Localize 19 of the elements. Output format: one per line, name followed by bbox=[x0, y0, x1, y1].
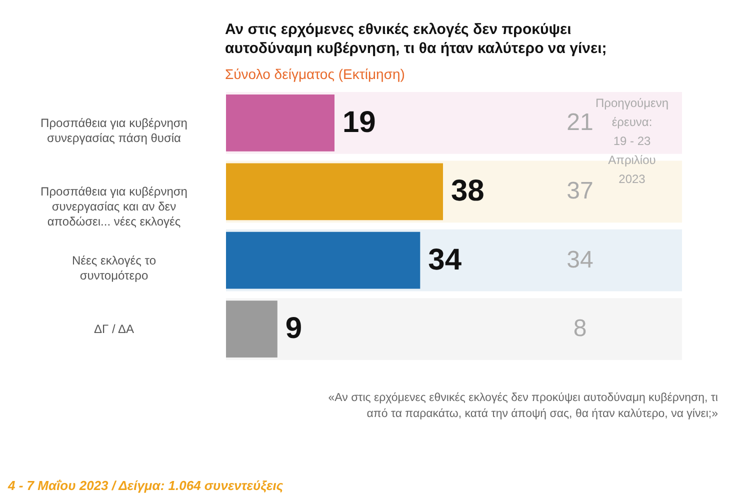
chart-title: Αν στις ερχόμενες εθνικές εκλογές δεν προκύψει αυτοδύναμη κυβέρνηση, τι θα ήταν καλύτερο να γίνει; bbox=[225, 21, 607, 57]
y-tick-label: Νέες εκλογές το συντομότερο bbox=[72, 253, 156, 282]
data-label: 19 bbox=[342, 106, 376, 139]
data-label: 38 bbox=[451, 174, 484, 208]
text: «Αν στις ερχόμενες εθνικές εκλογές δεν προκύψει αυτοδύναμη κυβέρνηση, τι από τα παρακάτω, κατά την άποψή σας, θα ήταν καλύτερο, να γίνει;» bbox=[328, 392, 718, 420]
text: 34 bbox=[566, 246, 594, 274]
text: 37 bbox=[566, 178, 594, 205]
chart-subtitle: Σύνολο δείγματος (Εκτίμηση) bbox=[225, 66, 405, 82]
text: 8 bbox=[573, 315, 587, 342]
bar bbox=[226, 300, 278, 358]
y-tick-label: ΔΓ / ΔΑ bbox=[94, 322, 134, 336]
y-tick-label: Προσπάθεια για κυβέρνηση συνεργασίας πάση θυσία bbox=[40, 116, 188, 145]
bar bbox=[226, 94, 334, 152]
text: 21 bbox=[566, 108, 594, 136]
text: 4 - 7 Μαΐου 2023 / Δείγμα: 1.064 συνεντεύξεις bbox=[7, 478, 284, 493]
y-tick-label: Προσπάθεια για κυβέρνηση συνεργασίας και αν δεν αποδώσει... νέες εκλογές bbox=[40, 184, 188, 229]
text: Προηγούμενη έρευνα: 19 - 23 Απριλίου 2023 bbox=[595, 96, 669, 186]
data-label: 9 bbox=[285, 312, 302, 346]
data-label: 34 bbox=[428, 243, 462, 276]
